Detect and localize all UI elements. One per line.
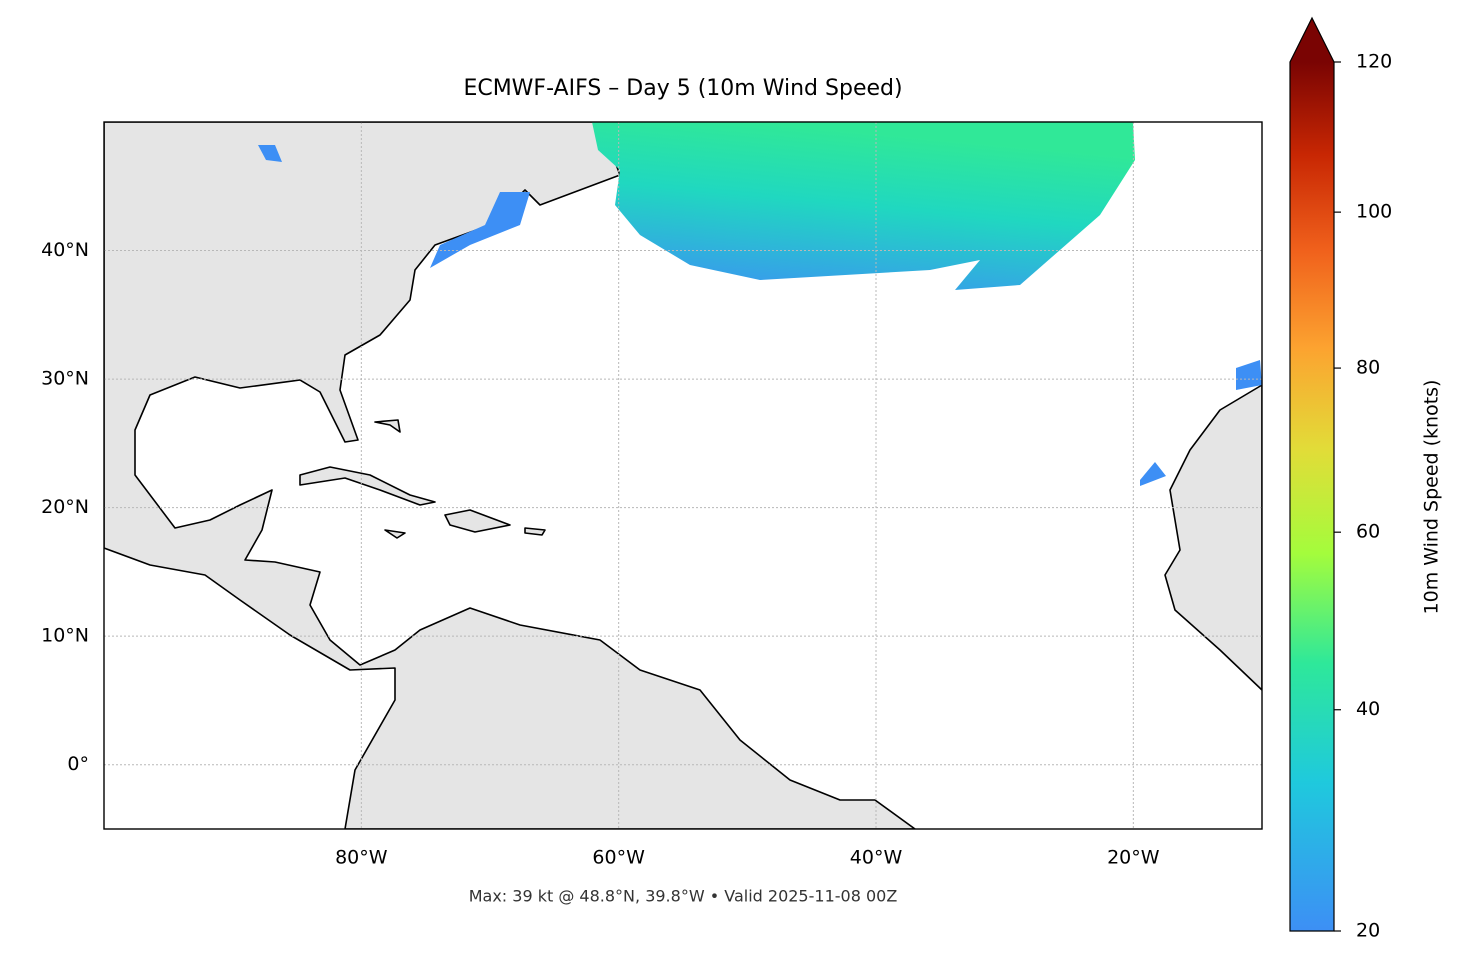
- jamaica: [384, 529, 406, 539]
- y-tick-label: 40°N: [41, 239, 89, 261]
- colorbar-tick-label: 20: [1356, 920, 1380, 942]
- hispaniola: [444, 509, 511, 533]
- colorbar-outline: [1289, 16, 1335, 932]
- colorbar-tick-label: 40: [1356, 698, 1380, 720]
- wind-field: [430, 192, 530, 268]
- y-tick-label: 20°N: [41, 496, 89, 518]
- cuba: [299, 466, 436, 506]
- y-tick-label: 30°N: [41, 368, 89, 390]
- y-tick-label: 10°N: [41, 625, 89, 647]
- map-title: ECMWF-AIFS – Day 5 (10m Wind Speed): [463, 76, 902, 101]
- bahamas: [374, 419, 401, 433]
- colorbar-label: 10m Wind Speed (knots): [1421, 380, 1443, 615]
- annotation: Max: 39 kt @ 48.8°N, 39.8°W • Valid 2025…: [469, 887, 898, 906]
- x-tick-label: 60°W: [592, 847, 645, 869]
- y-tick-label: 0°: [67, 753, 89, 775]
- wind-field: [592, 122, 1135, 290]
- americas: [104, 122, 916, 829]
- grid: [104, 122, 1262, 829]
- x-tick-label: 80°W: [335, 847, 388, 869]
- colorbar-tick-label: 60: [1356, 521, 1380, 543]
- colorbar-tick-label: 120: [1356, 51, 1392, 73]
- x-tick-label: 20°W: [1107, 847, 1160, 869]
- colorbar-tick-label: 100: [1356, 201, 1392, 223]
- colorbar: 20 40 60 80 100 120: [1289, 16, 1392, 942]
- colorbar-extend: [1290, 18, 1334, 62]
- x-tick-label: 40°W: [850, 847, 903, 869]
- map-area: [104, 122, 1262, 829]
- map-frame: [103, 121, 1263, 830]
- puerto-rico: [524, 527, 546, 536]
- colorbar-scale: [1290, 62, 1334, 931]
- colorbar-tick-label: 80: [1356, 357, 1380, 379]
- africa: [1164, 384, 1262, 691]
